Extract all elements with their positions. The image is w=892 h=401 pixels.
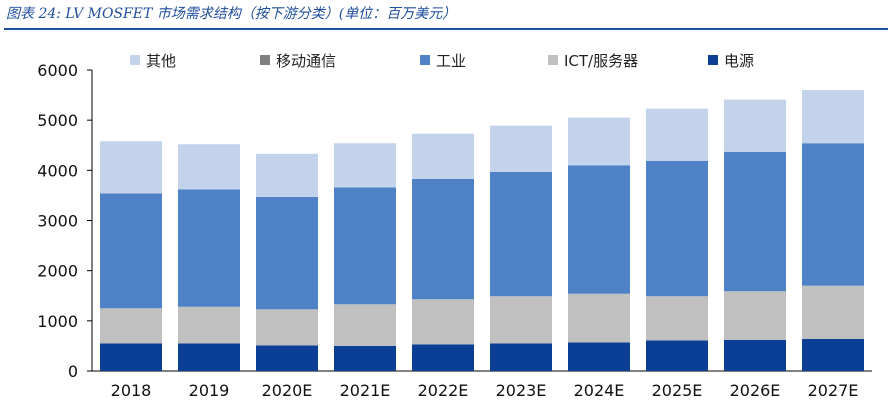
bar-segment bbox=[724, 339, 786, 371]
bar-segment bbox=[802, 338, 864, 371]
legend-label: 电源 bbox=[724, 51, 755, 70]
x-tick-label: 2026E bbox=[730, 381, 781, 400]
legend-swatch bbox=[130, 55, 140, 65]
legend-swatch bbox=[708, 55, 718, 65]
x-tick-label: 2020E bbox=[262, 381, 313, 400]
legend-label: ICT/服务器 bbox=[564, 51, 639, 70]
bar-segment bbox=[334, 187, 396, 305]
bar-segment bbox=[100, 308, 162, 344]
bar-segment bbox=[412, 133, 474, 179]
x-tick-label: 2024E bbox=[574, 381, 625, 400]
y-tick-label: 1000 bbox=[37, 312, 78, 331]
bar-segment bbox=[802, 285, 864, 339]
x-tick-label: 2018 bbox=[111, 381, 152, 400]
bar-segment bbox=[646, 340, 708, 371]
bar-segment bbox=[412, 178, 474, 300]
x-tick-label: 2021E bbox=[340, 381, 391, 400]
bar-segment bbox=[334, 304, 396, 346]
y-tick-label: 0 bbox=[68, 362, 78, 381]
legend-item: 其他 bbox=[130, 50, 260, 70]
bar-segment bbox=[256, 309, 318, 346]
x-tick-label: 2023E bbox=[496, 381, 547, 400]
bar-segment bbox=[178, 306, 240, 344]
bar-segment bbox=[100, 141, 162, 194]
chart-legend: 其他 移动通信 工业 ICT/服务器 电源 bbox=[130, 50, 788, 70]
legend-item: 工业 bbox=[420, 50, 548, 70]
bar-segment bbox=[334, 143, 396, 188]
y-tick-label: 2000 bbox=[37, 262, 78, 281]
y-tick-label: 4000 bbox=[37, 161, 78, 180]
bar-segment bbox=[490, 343, 552, 371]
bar-segment bbox=[256, 153, 318, 197]
x-tick-label: 2019 bbox=[189, 381, 230, 400]
figure-caption: 图表 24: LV MOSFET 市场需求结构（按下游分类）(单位：百万美元） bbox=[6, 6, 457, 22]
legend-item: 电源 bbox=[708, 50, 788, 70]
bar-segment bbox=[256, 345, 318, 371]
bar-segment bbox=[412, 299, 474, 345]
bar-segment bbox=[178, 343, 240, 371]
bar-segment bbox=[646, 108, 708, 161]
x-tick-label: 2027E bbox=[808, 381, 859, 400]
legend-swatch bbox=[548, 55, 558, 65]
bar-segment bbox=[802, 90, 864, 144]
bar-segment bbox=[568, 117, 630, 166]
legend-swatch bbox=[260, 55, 270, 65]
x-tick-label: 2022E bbox=[418, 381, 469, 400]
caption-rule bbox=[4, 28, 888, 30]
bar-segment bbox=[334, 345, 396, 371]
bar-segment bbox=[178, 189, 240, 307]
legend-item: ICT/服务器 bbox=[548, 50, 708, 70]
legend-label: 工业 bbox=[436, 51, 467, 70]
bar-segment bbox=[100, 193, 162, 309]
bar-segment bbox=[646, 160, 708, 297]
legend-item: 移动通信 bbox=[260, 50, 420, 70]
bar-segment bbox=[178, 144, 240, 190]
bar-segment bbox=[490, 296, 552, 344]
bar-segment bbox=[256, 196, 318, 310]
bar-segment bbox=[100, 343, 162, 371]
bar-segment bbox=[568, 293, 630, 343]
bar-segment bbox=[646, 296, 708, 341]
legend-swatch bbox=[420, 55, 430, 65]
bar-segment bbox=[724, 291, 786, 340]
legend-label: 其他 bbox=[146, 51, 177, 70]
y-tick-label: 6000 bbox=[37, 61, 78, 80]
y-tick-label: 5000 bbox=[37, 111, 78, 130]
bar-segment bbox=[490, 125, 552, 172]
y-tick-label: 3000 bbox=[37, 212, 78, 231]
legend-label: 移动通信 bbox=[276, 51, 337, 70]
bar-segment bbox=[568, 342, 630, 371]
bar-segment bbox=[724, 151, 786, 292]
x-tick-label: 2025E bbox=[652, 381, 703, 400]
bar-segment bbox=[724, 99, 786, 152]
bar-segment bbox=[490, 171, 552, 297]
bar-segment bbox=[568, 165, 630, 294]
bar-segment bbox=[412, 344, 474, 371]
bar-segment bbox=[802, 143, 864, 286]
